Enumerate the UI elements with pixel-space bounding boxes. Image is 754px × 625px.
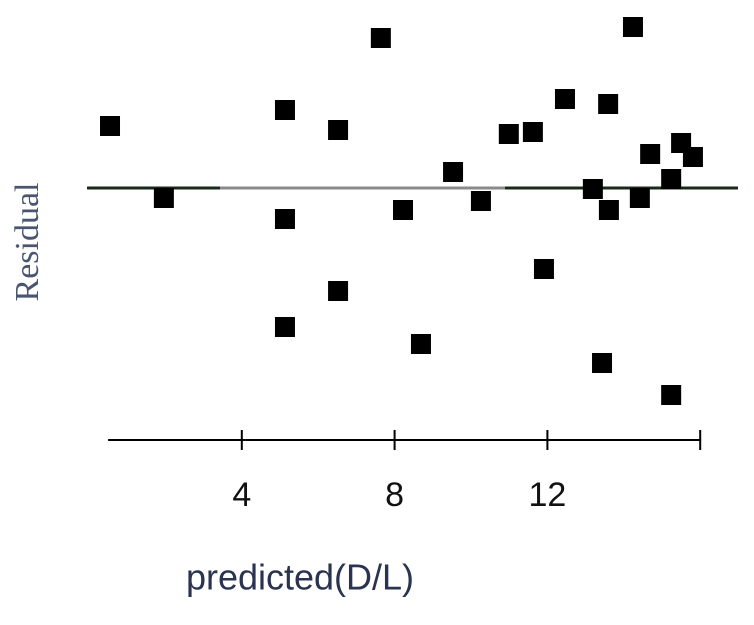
point [640, 144, 661, 164]
point [592, 353, 613, 373]
y-axis-label: Residual [9, 183, 46, 302]
point [328, 120, 349, 140]
point [598, 200, 619, 220]
x-axis-label: predicted(D/L) [186, 557, 414, 598]
point [393, 200, 414, 220]
point [443, 162, 464, 182]
point [582, 179, 603, 199]
point [554, 89, 575, 109]
point [274, 317, 295, 337]
point [661, 169, 682, 189]
point [682, 147, 703, 167]
point [370, 28, 391, 48]
point [522, 122, 543, 142]
point [622, 17, 643, 37]
x-tick-label: 8 [385, 476, 404, 514]
point [598, 94, 619, 114]
point [153, 188, 174, 208]
point [328, 281, 349, 301]
point [498, 124, 519, 144]
x-tick-label: 4 [232, 476, 251, 514]
x-tick-label: 12 [528, 476, 566, 514]
point [470, 191, 491, 211]
point [533, 259, 554, 279]
point [661, 385, 682, 405]
point [274, 100, 295, 120]
point [274, 209, 295, 229]
point [629, 188, 650, 208]
point [100, 116, 121, 136]
point [410, 334, 431, 354]
